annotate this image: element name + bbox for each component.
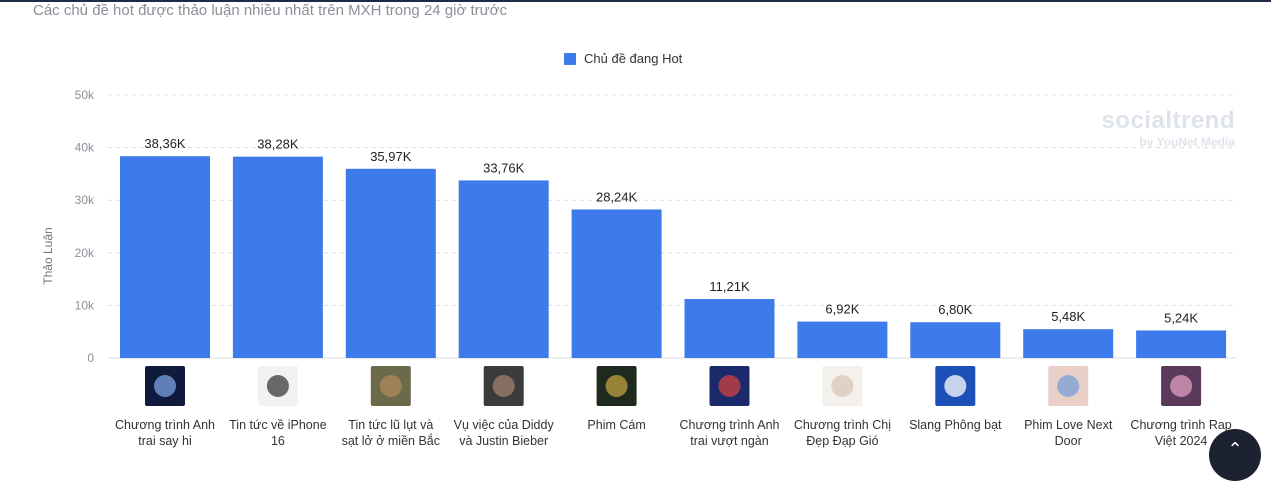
y-tick-label: 0: [87, 351, 94, 365]
topic-thumbnail: [1048, 366, 1089, 406]
category-label: trai vượt ngàn: [690, 434, 768, 448]
data-label: 33,76K: [483, 160, 525, 175]
topic-thumbnail: [145, 366, 185, 406]
topic-thumbnail: [257, 366, 298, 406]
thumbnail-figure: [1170, 375, 1193, 397]
top-border: [0, 0, 1271, 2]
category-label: Tin tức về iPhone: [229, 418, 327, 432]
data-label: 5,48K: [1051, 309, 1085, 324]
watermark: socialtrend by YouNet Media: [1101, 108, 1235, 150]
data-label: 5,24K: [1164, 310, 1198, 325]
category-label: Chương trình Anh: [680, 418, 780, 432]
topic-thumbnail: [596, 366, 637, 406]
thumbnail-figure: [266, 375, 289, 397]
thumbnail-figure: [154, 375, 176, 397]
data-label: 28,24K: [596, 189, 638, 204]
category-label: Slang Phông bạt: [909, 418, 1002, 432]
data-label: 38,36K: [144, 136, 186, 151]
bar: [458, 180, 549, 358]
watermark-sub: by YouNet Media: [1139, 135, 1235, 149]
category-label: trai say hi: [138, 434, 192, 448]
thumbnail-figure: [1057, 375, 1080, 397]
category-label: Việt 2024: [1155, 434, 1208, 448]
thumbnail-figure: [605, 375, 628, 397]
topic-thumbnail: [1161, 366, 1202, 406]
topic-thumbnail: [370, 366, 411, 406]
category-label: Tin tức lũ lụt và: [348, 418, 433, 432]
category-label: sạt lở ở miền Bắc: [342, 433, 440, 448]
topic-thumbnail: [822, 366, 863, 406]
legend-swatch: [564, 52, 576, 65]
scroll-to-top-button[interactable]: ⌃: [1209, 429, 1261, 481]
legend-label: Chủ đề đang Hot: [584, 51, 683, 66]
thumbnail-figure: [718, 375, 741, 397]
bar: [571, 209, 662, 358]
chart-subtitle: Các chủ đề hot được thảo luận nhiều nhất…: [33, 2, 508, 19]
bar: [1023, 329, 1114, 358]
y-tick-label: 30k: [75, 193, 95, 207]
y-tick-label: 40k: [75, 141, 95, 155]
thumbnail-figure: [492, 375, 515, 397]
thumbnail-figure: [831, 375, 854, 397]
y-tick-label: 10k: [75, 298, 95, 312]
thumbnail-figure: [379, 375, 402, 397]
data-label: 6,80K: [938, 302, 972, 317]
data-label: 11,21K: [709, 279, 750, 294]
category-label: 16: [271, 434, 285, 448]
category-label: Đẹp Đạp Gió: [806, 434, 878, 448]
topic-thumbnail: [935, 366, 976, 406]
chart-legend[interactable]: Chủ đề đang Hot: [564, 51, 682, 66]
category-label: Vụ việc của Diddy: [454, 418, 555, 432]
category-label: Chương trình Anh: [115, 418, 215, 432]
data-label: 38,28K: [257, 137, 299, 152]
bar: [120, 156, 210, 358]
category-label: Chương trình Rap: [1130, 418, 1231, 432]
category-label: và Justin Bieber: [459, 434, 548, 448]
bar: [684, 299, 775, 358]
bar-chart: 0 10k 20k 30k 40k 50k 38,36K Chương trình Anh tr…: [75, 88, 1237, 448]
data-label: 35,97K: [370, 149, 412, 164]
bar: [232, 156, 323, 358]
data-label: 6,92K: [825, 302, 859, 317]
watermark-brand: socialtrend: [1101, 107, 1235, 134]
category-label: Phim Love Next: [1024, 418, 1113, 432]
bar: [1136, 330, 1227, 358]
y-tick-label: 50k: [75, 88, 95, 102]
category-label: Phim Cám: [587, 418, 645, 432]
category-label: Chương trình Chị: [794, 418, 891, 432]
thumbnail-figure: [944, 375, 967, 397]
chevron-up-icon: ⌃: [1227, 439, 1243, 459]
y-tick-label: 20k: [75, 246, 95, 260]
topic-thumbnail: [709, 366, 750, 406]
category-label: Door: [1055, 434, 1082, 448]
topic-thumbnail: [483, 366, 524, 406]
bar: [910, 322, 1001, 358]
bar: [797, 321, 888, 358]
bar: [345, 168, 436, 358]
